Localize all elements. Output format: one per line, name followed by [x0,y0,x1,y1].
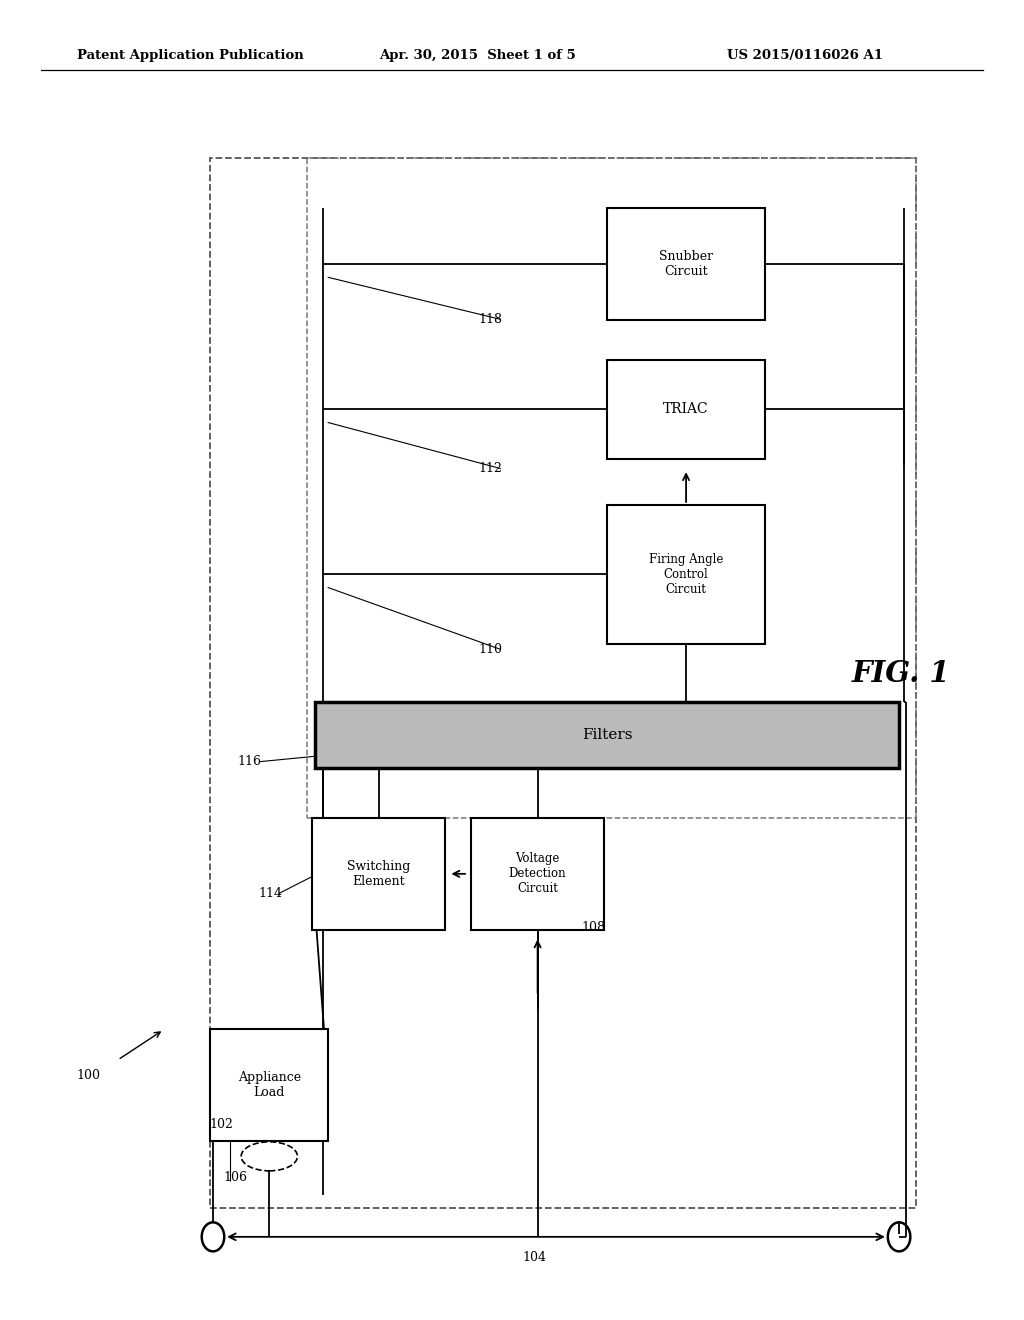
Text: Voltage
Detection
Circuit: Voltage Detection Circuit [509,853,566,895]
Bar [210,158,916,1208]
Text: Appliance
Load: Appliance Load [238,1071,301,1100]
Bar [471,817,604,929]
Text: Snubber
Circuit: Snubber Circuit [659,249,713,279]
Text: 114: 114 [258,887,282,900]
Text: TRIAC: TRIAC [664,403,709,416]
Text: Switching
Element: Switching Element [347,859,411,888]
Text: Apr. 30, 2015  Sheet 1 of 5: Apr. 30, 2015 Sheet 1 of 5 [379,49,575,62]
Text: 102: 102 [210,1118,233,1131]
Bar [211,1030,328,1140]
Text: 118: 118 [478,313,502,326]
Bar [606,360,766,459]
Bar [307,158,916,818]
Text: 110: 110 [478,643,502,656]
Text: Firing Angle
Control
Circuit: Firing Angle Control Circuit [649,553,723,595]
Text: 112: 112 [478,462,502,475]
Bar [312,817,445,929]
Text: 106: 106 [223,1171,247,1184]
Text: Filters: Filters [582,729,633,742]
Bar [606,506,766,644]
Ellipse shape [242,1142,298,1171]
Text: Patent Application Publication: Patent Application Publication [77,49,303,62]
Bar [315,702,899,768]
Text: 100: 100 [77,1069,100,1082]
Text: US 2015/0116026 A1: US 2015/0116026 A1 [727,49,883,62]
Text: 116: 116 [238,755,261,768]
Text: 104: 104 [522,1251,546,1265]
Text: FIG. 1: FIG. 1 [852,659,950,688]
Bar [606,207,766,319]
Text: 108: 108 [582,921,605,935]
